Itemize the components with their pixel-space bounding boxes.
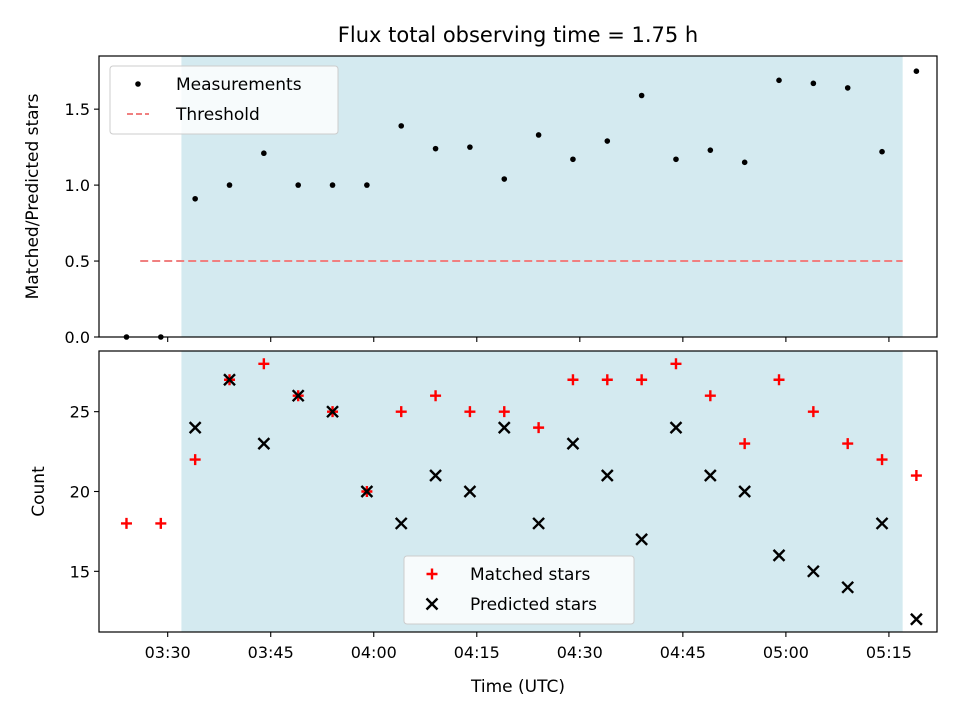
matched-star-point: [498, 406, 510, 418]
legend-marker: [135, 81, 141, 87]
matched-star-point: [464, 406, 476, 418]
measurement-point: [398, 123, 405, 129]
predicted-star-point: [669, 421, 683, 434]
legend-entry-label: Threshold: [175, 105, 260, 125]
measurement-point: [535, 132, 542, 138]
matched-star-point: [842, 438, 854, 450]
measurement-point: [913, 68, 920, 74]
matched-star-point: [120, 517, 132, 529]
axes-frame: [98, 55, 938, 338]
measurement-point: [261, 150, 267, 157]
predicted-star-point: [223, 373, 236, 387]
predicted-star-point: [291, 389, 305, 403]
measurement-point: [707, 147, 714, 153]
predicted-star-point: [394, 517, 408, 530]
matched-star-point: [395, 406, 407, 418]
matched-star-point: [636, 374, 648, 386]
legend-entry-label: Predicted stars: [470, 595, 597, 615]
measurement-point: [879, 148, 885, 155]
y-tick-label: 0.5: [65, 252, 90, 271]
predicted-star-point: [429, 469, 442, 482]
y-axis-label: Count: [29, 466, 49, 517]
predicted-star-point: [703, 469, 717, 482]
legend-marker: [425, 597, 439, 611]
legend-box: [403, 555, 635, 625]
legend-box: [109, 65, 339, 135]
predicted-star-point: [463, 485, 477, 498]
measurement-point: [501, 176, 508, 182]
predicted-star-point: [807, 564, 820, 578]
predicted-star-point: [566, 437, 580, 450]
measurement-point: [776, 77, 782, 84]
predicted-star-point: [875, 517, 889, 530]
measurement-point: [810, 80, 817, 87]
legend: Matched stars Predicted stars: [403, 555, 635, 625]
measurement-point: [226, 182, 233, 188]
measurement-point: [432, 145, 439, 152]
y-tick-label: 1.0: [65, 176, 90, 195]
x-tick-label: 03:30: [145, 643, 191, 662]
x-tick-label: 03:45: [248, 643, 294, 662]
x-tick-label: 04:00: [351, 643, 397, 662]
matched-star-point: [739, 438, 751, 450]
predicted-star-point: [326, 405, 339, 419]
x-tick-label: 05:00: [763, 643, 809, 662]
measurement-point: [638, 92, 645, 99]
measurement-point: [364, 182, 370, 188]
y-tick-label: 0.0: [65, 328, 90, 347]
predicted-star-point: [257, 437, 271, 450]
matched-star-point: [155, 517, 167, 529]
matched-star-point: [258, 358, 270, 370]
matched-star-point: [704, 390, 716, 402]
predicted-star-point: [910, 612, 923, 626]
measurement-point: [570, 156, 576, 163]
predicted-star-point: [532, 517, 545, 530]
matched-star-point: [189, 454, 201, 466]
y-tick-label: 15: [70, 562, 90, 581]
measurement-point: [467, 144, 473, 150]
x-tick-label: 04:15: [454, 643, 500, 662]
predicted-star-point: [738, 485, 752, 498]
predicted-star-point: [772, 549, 786, 562]
x-tick-label: 05:15: [866, 643, 912, 662]
legend-entry-label: Measurements: [176, 75, 302, 95]
matched-star-point: [910, 470, 922, 482]
y-tick-label: 1.5: [65, 100, 90, 119]
measurement-point: [844, 85, 851, 91]
x-axis-label: Time (UTC): [470, 677, 565, 697]
matched-star-point: [533, 422, 545, 434]
legend: Measurements Threshold: [109, 65, 339, 135]
measurement-point: [673, 156, 679, 163]
legend-marker: [426, 568, 438, 580]
measurement-point: [192, 195, 198, 202]
predicted-star-point: [635, 533, 648, 546]
y-tick-label: 20: [70, 483, 90, 502]
matched-star-point: [670, 358, 682, 370]
predicted-star-point: [188, 421, 202, 434]
predicted-star-point: [600, 469, 614, 482]
ratio-panel: 0.0 0.5 1.0 1.5 Matched/Predicted stars Measu…: [23, 55, 938, 347]
predicted-star-point: [360, 485, 374, 498]
predicted-star-point: [497, 421, 511, 434]
matched-star-point: [430, 390, 442, 402]
matched-star-point: [807, 406, 819, 418]
matched-star-point: [773, 374, 785, 386]
chart-title: Flux total observing time = 1.75 h: [338, 23, 698, 47]
measurement-point: [604, 138, 611, 144]
matched-star-point: [601, 374, 613, 386]
legend-entry-label: Matched stars: [470, 565, 590, 585]
x-tick-label: 04:45: [660, 643, 706, 662]
measurement-point: [295, 182, 301, 188]
y-tick-label: 25: [70, 403, 90, 422]
x-tick-label: 04:30: [557, 643, 603, 662]
measurement-point: [329, 182, 336, 188]
count-panel: 15 20 25 03:30 03:45 04:00 04:15 04:30 04:45 05:0…: [29, 350, 938, 662]
matched-star-point: [567, 374, 579, 386]
predicted-star-point: [841, 580, 855, 594]
measurement-point: [741, 159, 748, 166]
matched-star-point: [876, 454, 888, 466]
y-axis-label: Matched/Predicted stars: [23, 93, 43, 299]
